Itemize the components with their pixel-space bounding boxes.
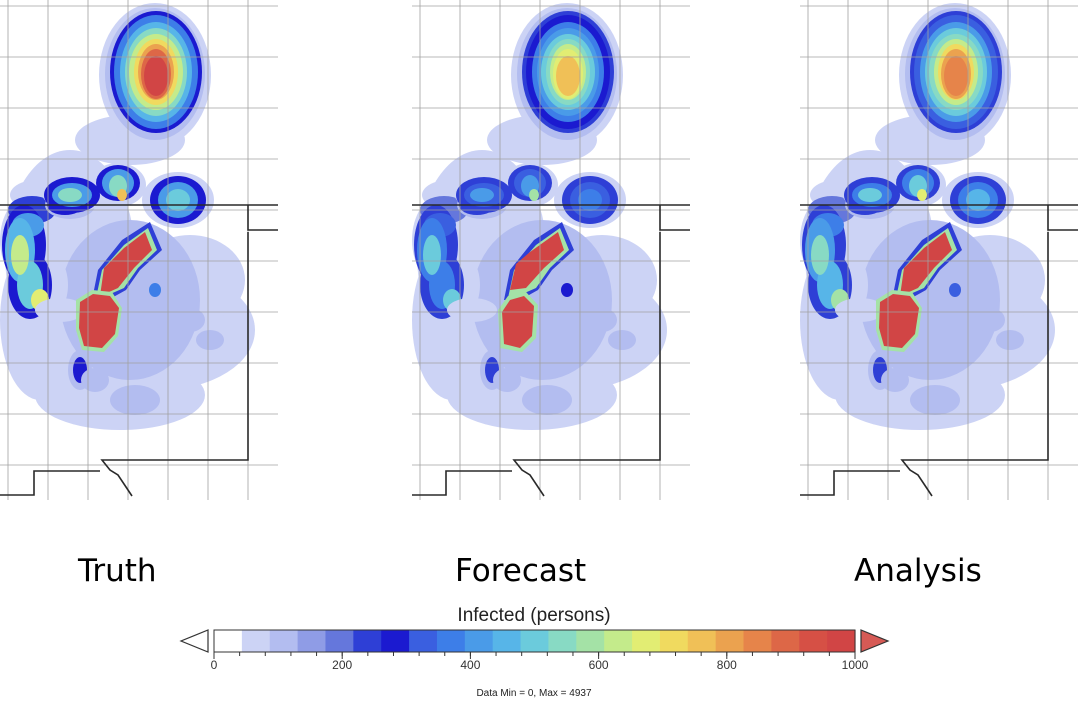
colorbar: 0 200 400 600 800 1000: [179, 629, 890, 672]
colorbar-bin: [241, 630, 271, 652]
colorbar-under-arrow: [179, 629, 209, 653]
colorbar-bin: [269, 630, 299, 652]
state-boundary: [512, 232, 661, 497]
state-boundary: [659, 205, 690, 231]
plume-contour: [110, 385, 160, 415]
plume-contour: [522, 385, 572, 415]
plume-contour: [811, 235, 829, 275]
plume-contour: [470, 188, 494, 202]
plume-core-lower: [502, 296, 534, 348]
plume-contour: [966, 189, 990, 211]
plume-contour: [917, 189, 927, 201]
plume-contour: [175, 308, 205, 332]
plume-contour: [608, 330, 636, 350]
colorbar-over-arrow: [860, 629, 890, 653]
panel-label-truth: Truth: [78, 553, 157, 589]
plume-contour: [858, 188, 882, 202]
colorbar-bin: [576, 630, 605, 652]
state-boundary: [800, 470, 900, 496]
state-boundary: [0, 470, 100, 496]
colorbar-bin: [492, 630, 522, 652]
plume-contour: [196, 330, 224, 350]
colorbar-bin: [604, 630, 633, 652]
colorbar-bin: [548, 630, 577, 652]
plume-contour: [975, 308, 1005, 332]
colorbar-bin: [409, 630, 438, 652]
colorbar-bin: [799, 630, 828, 652]
plume-contour: [996, 330, 1024, 350]
colorbar-bin: [214, 630, 243, 652]
colorbar-bin: [632, 630, 661, 652]
plume-contour: [493, 368, 521, 392]
plume-contour: [578, 189, 602, 211]
colorbar-bin: [520, 630, 550, 652]
plume-contour: [81, 368, 109, 392]
map-panel-analysis: [800, 0, 1078, 500]
plume-layer: [800, 3, 1055, 430]
plume-contour: [149, 283, 161, 297]
plume-contour: [949, 283, 961, 297]
plume-contour: [423, 235, 441, 275]
plume-contour: [556, 56, 580, 96]
plume-contour: [144, 56, 168, 96]
colorbar-tick-label: 200: [332, 658, 352, 672]
plume-contour: [561, 283, 573, 297]
plume-contour: [587, 308, 617, 332]
colorbar-bin: [715, 630, 745, 652]
colorbar-tick-label: 800: [717, 658, 737, 672]
state-boundary: [900, 232, 1049, 497]
plume-contour: [944, 56, 968, 96]
plume-layer: [0, 3, 255, 430]
colorbar-tick-label: 0: [211, 658, 218, 672]
colorbar-tick-label: 600: [589, 658, 609, 672]
plume-contour: [835, 298, 885, 322]
colorbar-bin: [743, 630, 772, 652]
colorbar-bin: [436, 630, 466, 652]
map-panel-truth: [0, 0, 278, 500]
colorbar-bin: [353, 630, 382, 652]
colorbar-bin: [827, 630, 856, 652]
panel-label-analysis: Analysis: [854, 553, 982, 589]
colorbar-bin: [325, 630, 354, 652]
map-canvas: [0, 0, 278, 500]
plume-contour: [529, 189, 539, 201]
colorbar-bin: [659, 630, 689, 652]
plume-layer: [412, 3, 667, 430]
plume-contour: [35, 298, 85, 322]
colorbar-bin: [687, 630, 717, 652]
state-boundary: [1047, 205, 1078, 231]
colorbar-frame: [213, 629, 856, 653]
panel-label-forecast: Forecast: [455, 553, 587, 589]
plume-contour: [910, 385, 960, 415]
plume-contour: [447, 298, 497, 322]
map-canvas: [800, 0, 1078, 500]
plume-core-upper: [100, 232, 152, 296]
map-panel-forecast: [412, 0, 690, 500]
plume-contour: [881, 368, 909, 392]
colorbar-bin: [381, 630, 410, 652]
plume-contour: [166, 189, 190, 211]
colorbar-bin: [297, 630, 327, 652]
plume-contour: [58, 188, 82, 202]
state-boundary: [412, 470, 512, 496]
legend-title: Infected (persons): [457, 605, 611, 626]
plume-contour: [11, 235, 29, 275]
plume-core-lower: [79, 294, 119, 348]
plume-contour: [117, 189, 127, 201]
state-boundary: [247, 205, 278, 231]
colorbar-bin: [771, 630, 800, 652]
plume-core-upper: [900, 232, 952, 296]
map-canvas: [412, 0, 690, 500]
colorbar-bin: [464, 630, 494, 652]
colorbar-tick-label: 1000: [842, 658, 869, 672]
plume-core-lower: [879, 294, 919, 348]
colorbar-tick-label: 400: [460, 658, 480, 672]
state-boundary: [100, 232, 249, 497]
data-range-note: Data Min = 0, Max = 4937: [476, 688, 592, 699]
